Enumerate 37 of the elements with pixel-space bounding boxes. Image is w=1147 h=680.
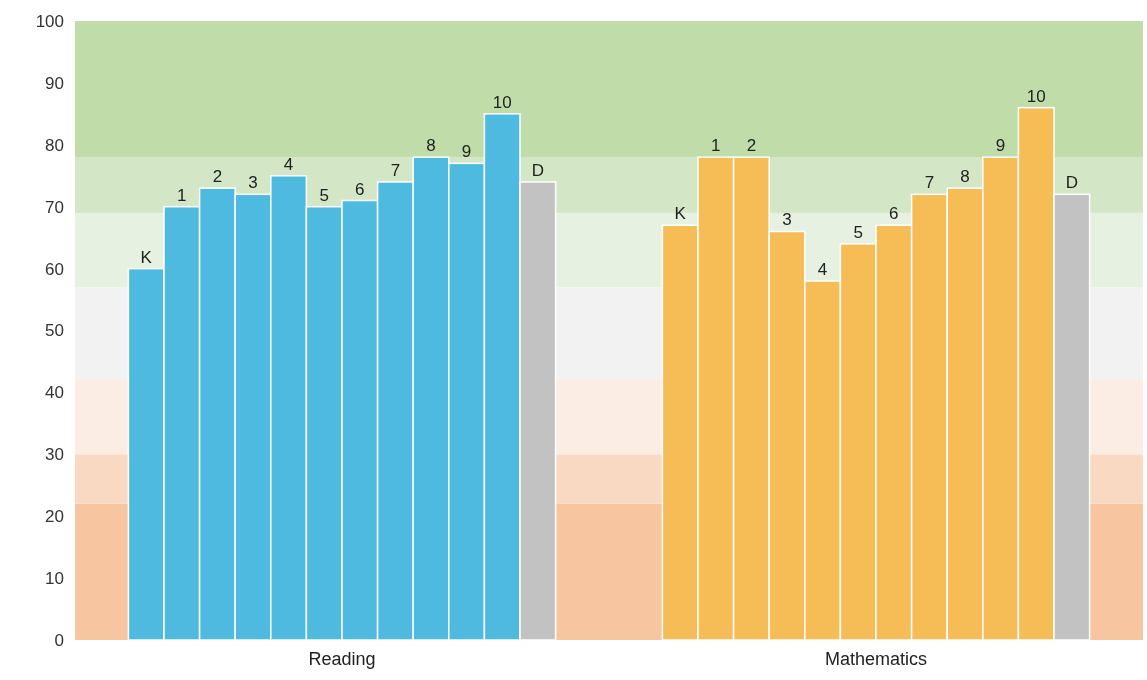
y-tick-label: 70 [45, 197, 64, 217]
y-tick-label: 60 [45, 259, 64, 279]
y-tick-label: 0 [54, 630, 64, 650]
series-label: 2 [212, 167, 223, 187]
text: 5 [853, 222, 863, 242]
series-label: 8 [426, 136, 436, 156]
series-label: 1 [177, 185, 187, 205]
y-tick-label: 10 [45, 569, 64, 589]
text: K [674, 204, 686, 224]
text: 7 [924, 173, 935, 193]
text: D [1065, 173, 1078, 193]
series-label: K [140, 247, 153, 267]
text: 8 [960, 167, 970, 187]
series-label: 6 [355, 179, 365, 199]
text: 3 [782, 210, 792, 230]
y-tick-label: 50 [45, 321, 64, 341]
y-tick-label: 20 [45, 507, 64, 527]
series-label: 5 [319, 185, 329, 205]
series-label: 3 [248, 173, 258, 193]
series-label: 9 [461, 142, 472, 162]
text: 9 [995, 136, 1006, 156]
y-tick-label: 30 [45, 445, 64, 465]
x-tick-label: Reading [308, 649, 376, 669]
series-label: 7 [390, 160, 401, 180]
x-tick-label: Mathematics [824, 649, 928, 669]
y-tick-label: 100 [35, 11, 64, 31]
y-tick-label: 80 [45, 135, 64, 155]
text: 6 [889, 204, 899, 224]
text: 10 [1026, 86, 1046, 106]
series-label: 4 [283, 154, 294, 174]
y-tick-label: 90 [45, 73, 64, 93]
text: 4 [817, 259, 828, 279]
y-tick-label: 40 [45, 383, 64, 403]
series-label: 10 [492, 92, 512, 112]
series-label: D [531, 160, 544, 180]
text: 2 [746, 136, 757, 156]
text: 1 [711, 136, 721, 156]
